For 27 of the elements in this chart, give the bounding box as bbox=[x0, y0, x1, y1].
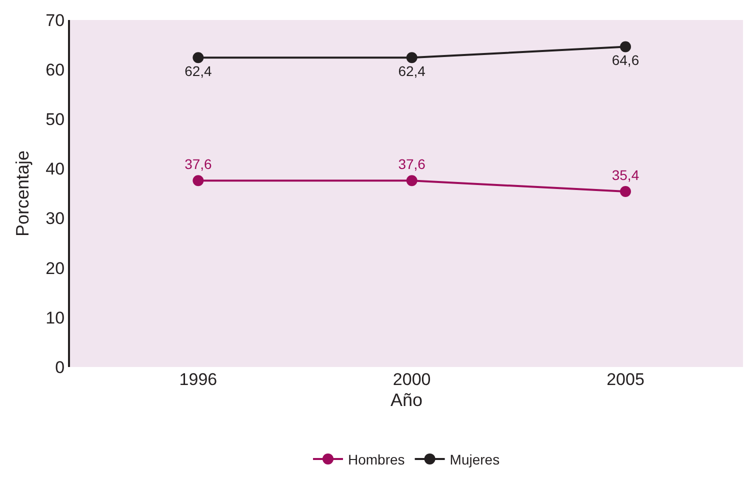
y-tick-label: 60 bbox=[46, 60, 65, 80]
data-label: 37,6 bbox=[184, 156, 212, 172]
x-tick-label: 2000 bbox=[392, 370, 431, 389]
y-tick-label: 50 bbox=[46, 110, 65, 130]
data-label: 62,4 bbox=[184, 63, 212, 80]
point bbox=[192, 52, 204, 64]
y-tick-label: 40 bbox=[46, 160, 65, 179]
y-tick-label: 70 bbox=[46, 10, 65, 30]
data-label: 62,4 bbox=[398, 63, 426, 80]
y-tick-label: 20 bbox=[46, 258, 65, 278]
point bbox=[192, 175, 204, 186]
y-axis-title: Porcentaje bbox=[12, 150, 32, 237]
y-tick-label: 0 bbox=[55, 358, 65, 377]
data-label: 37,6 bbox=[398, 156, 426, 172]
x-tick-label: 2005 bbox=[606, 370, 644, 389]
point bbox=[620, 186, 631, 198]
data-label: 64,6 bbox=[612, 52, 640, 68]
y-tick-label: 10 bbox=[46, 308, 65, 328]
data-label: 35,4 bbox=[612, 167, 640, 184]
x-axis-title: Año bbox=[390, 390, 423, 410]
legend-label: Mujeres bbox=[450, 451, 500, 468]
point bbox=[406, 175, 418, 186]
point bbox=[406, 52, 418, 64]
x-tick-label: 1996 bbox=[179, 370, 218, 389]
legend-label: Hombres bbox=[348, 451, 405, 468]
point bbox=[620, 41, 631, 52]
y-tick-label: 30 bbox=[46, 209, 65, 228]
